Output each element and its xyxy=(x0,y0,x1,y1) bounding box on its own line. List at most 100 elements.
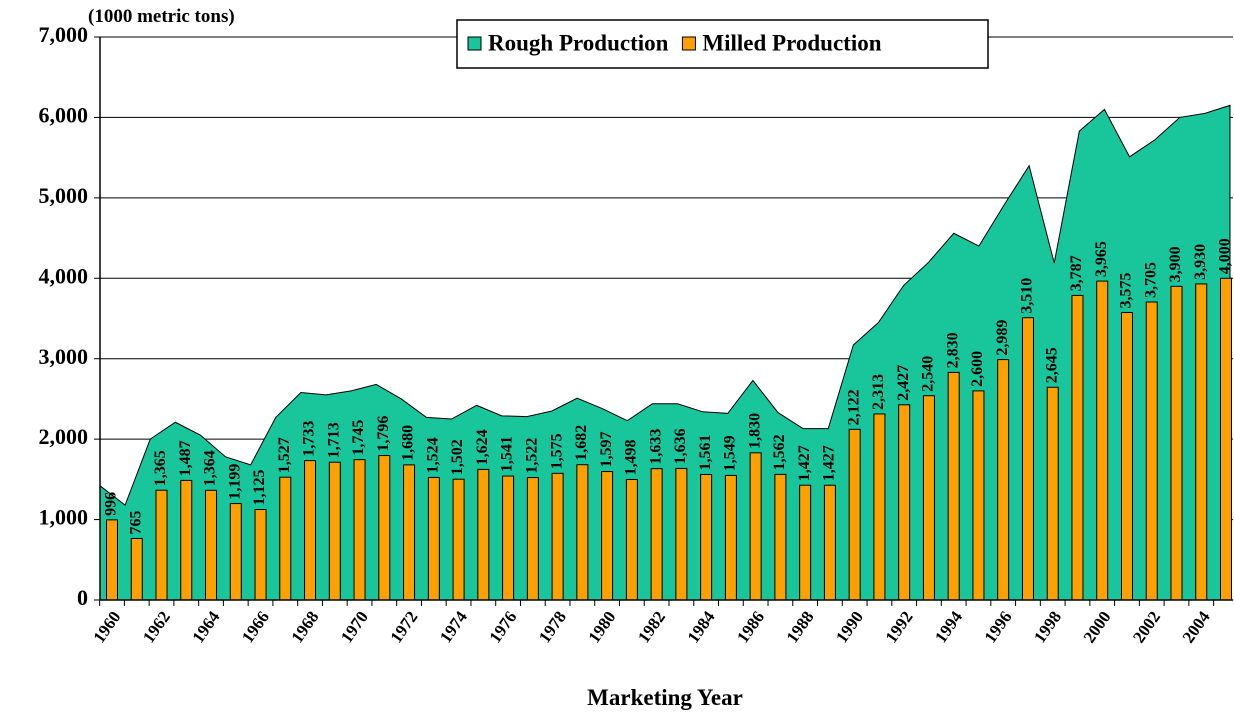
bar xyxy=(997,359,1010,601)
bar xyxy=(625,479,638,601)
x-tick-label: 1980 xyxy=(585,608,620,647)
value-label: 1,636 xyxy=(672,428,689,464)
bar xyxy=(1120,311,1133,601)
x-tick-label: 1978 xyxy=(535,608,570,647)
bar xyxy=(205,489,218,601)
x-axis-label: Marketing Year xyxy=(587,685,743,710)
bar xyxy=(1021,317,1034,601)
value-label: 2,600 xyxy=(969,351,986,387)
value-label: 1,830 xyxy=(746,413,763,449)
legend-label: Rough Production xyxy=(488,30,669,55)
bar xyxy=(1195,283,1208,601)
bar xyxy=(427,476,440,601)
value-label: 1,524 xyxy=(424,437,441,473)
x-tick-label: 1990 xyxy=(832,608,867,647)
legend-swatch xyxy=(681,36,696,51)
value-label: 3,930 xyxy=(1192,244,1209,280)
x-tick-label: 1994 xyxy=(931,607,966,646)
value-label: 3,575 xyxy=(1118,272,1135,308)
value-label: 3,787 xyxy=(1068,255,1085,291)
x-tick-label: 1962 xyxy=(139,608,174,647)
bar xyxy=(254,509,267,601)
value-label: 1,633 xyxy=(647,429,664,465)
x-tick-label: 2000 xyxy=(1080,608,1115,647)
x-tick-label: 1960 xyxy=(89,608,124,647)
bar xyxy=(700,473,713,601)
bar xyxy=(749,452,762,601)
value-label: 1,624 xyxy=(474,429,491,465)
legend: Rough Production Milled Production xyxy=(456,19,989,69)
value-label: 1,502 xyxy=(449,439,466,475)
bar xyxy=(972,390,985,601)
value-label: 2,427 xyxy=(895,365,912,401)
bar xyxy=(823,484,836,601)
value-label: 3,705 xyxy=(1142,262,1159,298)
value-label: 2,989 xyxy=(994,320,1011,356)
bar xyxy=(576,464,589,601)
x-tick-label: 1976 xyxy=(485,608,520,647)
legend-label: Milled Production xyxy=(702,30,881,55)
x-tick-label: 1968 xyxy=(287,608,322,647)
value-label: 2,122 xyxy=(845,389,862,425)
x-tick-label: 1996 xyxy=(981,608,1016,647)
value-label: 996 xyxy=(103,492,120,516)
bar xyxy=(873,413,886,601)
y-tick-label: 7,000 xyxy=(39,22,89,47)
value-label: 4,000 xyxy=(1217,238,1234,274)
value-label: 1,365 xyxy=(152,450,169,486)
bar xyxy=(229,503,242,601)
bar xyxy=(502,475,515,601)
y-axis-label: (1000 metric tons) xyxy=(88,6,235,27)
x-tick-label: 1988 xyxy=(783,608,818,647)
bar xyxy=(304,460,317,601)
value-label: 1,796 xyxy=(375,416,392,452)
value-label: 1,549 xyxy=(722,435,739,471)
value-label: 2,540 xyxy=(920,356,937,392)
value-label: 765 xyxy=(127,510,144,534)
value-label: 3,510 xyxy=(1019,278,1036,314)
bar xyxy=(799,484,812,601)
value-label: 1,498 xyxy=(623,440,640,476)
x-tick-label: 1974 xyxy=(436,607,471,646)
x-tick-label: 1964 xyxy=(188,607,223,646)
bar xyxy=(1170,285,1183,601)
bar xyxy=(180,479,193,601)
bar xyxy=(526,477,539,601)
value-label: 1,522 xyxy=(524,438,541,474)
legend-swatch xyxy=(467,36,482,51)
value-label: 1,527 xyxy=(276,437,293,473)
bar xyxy=(650,468,663,601)
bar xyxy=(155,489,168,601)
value-label: 1,364 xyxy=(202,450,219,486)
y-tick-label: 5,000 xyxy=(39,183,89,208)
bar xyxy=(774,473,787,601)
bar xyxy=(922,395,935,601)
value-label: 1,427 xyxy=(796,445,813,481)
value-label: 1,713 xyxy=(325,422,342,458)
x-tick-label: 1966 xyxy=(238,608,273,647)
y-tick-label: 6,000 xyxy=(39,102,89,127)
bar xyxy=(106,519,118,601)
y-tick-label: 3,000 xyxy=(39,344,89,369)
value-label: 2,645 xyxy=(1043,347,1060,383)
bar xyxy=(848,428,861,601)
x-tick-label: 1984 xyxy=(684,607,719,646)
y-tick-label: 1,000 xyxy=(39,505,89,530)
bar xyxy=(1096,280,1109,601)
value-label: 1,733 xyxy=(301,421,318,457)
x-tick-label: 2002 xyxy=(1129,608,1164,647)
value-label: 1,487 xyxy=(177,440,194,476)
value-label: 1,597 xyxy=(598,432,615,468)
bar xyxy=(898,404,911,601)
bar xyxy=(1046,386,1059,601)
bar xyxy=(1220,277,1232,601)
bar xyxy=(947,371,960,601)
bar xyxy=(328,461,341,601)
value-label: 2,830 xyxy=(944,332,961,368)
x-tick-label: 2004 xyxy=(1179,607,1214,646)
bar xyxy=(1071,294,1084,601)
bar xyxy=(378,455,391,601)
value-label: 1,745 xyxy=(350,420,367,456)
value-label: 1,682 xyxy=(573,425,590,461)
value-label: 1,562 xyxy=(771,434,788,470)
